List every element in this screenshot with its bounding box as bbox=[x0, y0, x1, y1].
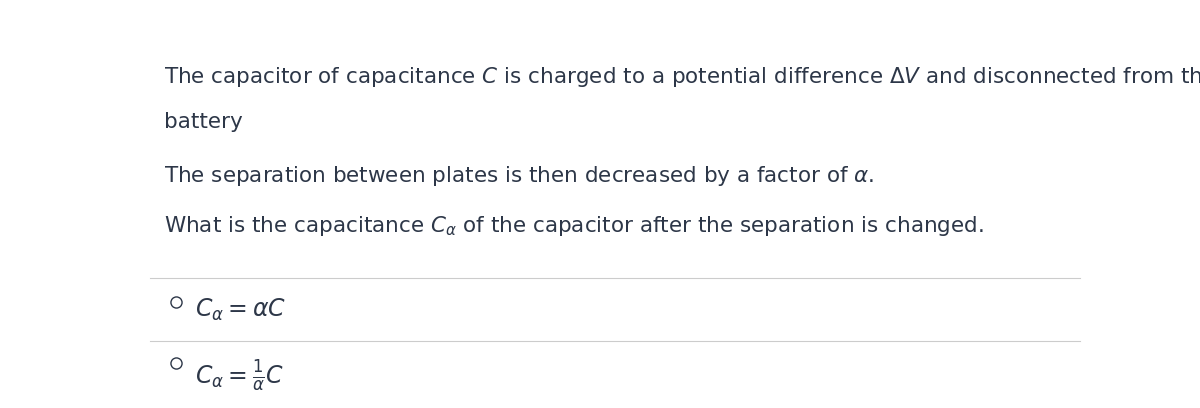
Text: What is the capacitance $C_{\alpha}$ of the capacitor after the separation is ch: What is the capacitance $C_{\alpha}$ of … bbox=[164, 214, 984, 238]
Text: $C_{\alpha} = \frac{1}{\alpha}C$: $C_{\alpha} = \frac{1}{\alpha}C$ bbox=[194, 358, 284, 393]
Text: battery: battery bbox=[164, 112, 242, 132]
Text: $C_{\alpha} = \alpha C$: $C_{\alpha} = \alpha C$ bbox=[194, 297, 286, 324]
Text: The separation between plates is then decreased by a factor of $\alpha$.: The separation between plates is then de… bbox=[164, 164, 875, 188]
Text: The capacitor of capacitance $C$ is charged to a potential difference $\Delta V$: The capacitor of capacitance $C$ is char… bbox=[164, 64, 1200, 89]
